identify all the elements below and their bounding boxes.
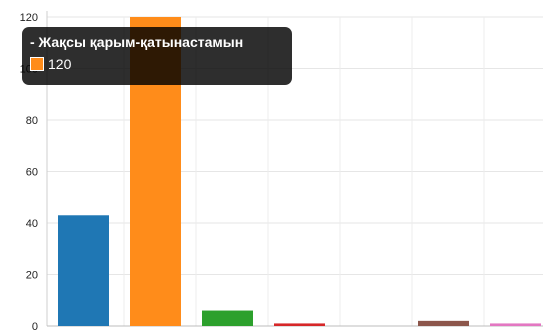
bar [418,320,469,326]
bar [202,310,253,326]
tooltip-title: - Жақсы қарым-қатынастамын [30,34,244,50]
y-tick-label: 40 [26,218,38,230]
y-tick-label: 80 [26,115,38,127]
y-tick-label: 120 [20,12,38,24]
y-tick-label: 60 [26,167,38,179]
tooltip-swatch [30,57,44,71]
bar [274,323,325,326]
bar [58,215,109,326]
y-tick-label: 20 [26,270,38,282]
tooltip-row: 120 [30,55,284,73]
bar [490,323,541,326]
chart-tooltip: - Жақсы қарым-қатынастамын 120 [22,27,292,85]
y-tick-label: 0 [32,321,38,333]
tooltip-value: 120 [48,56,72,72]
